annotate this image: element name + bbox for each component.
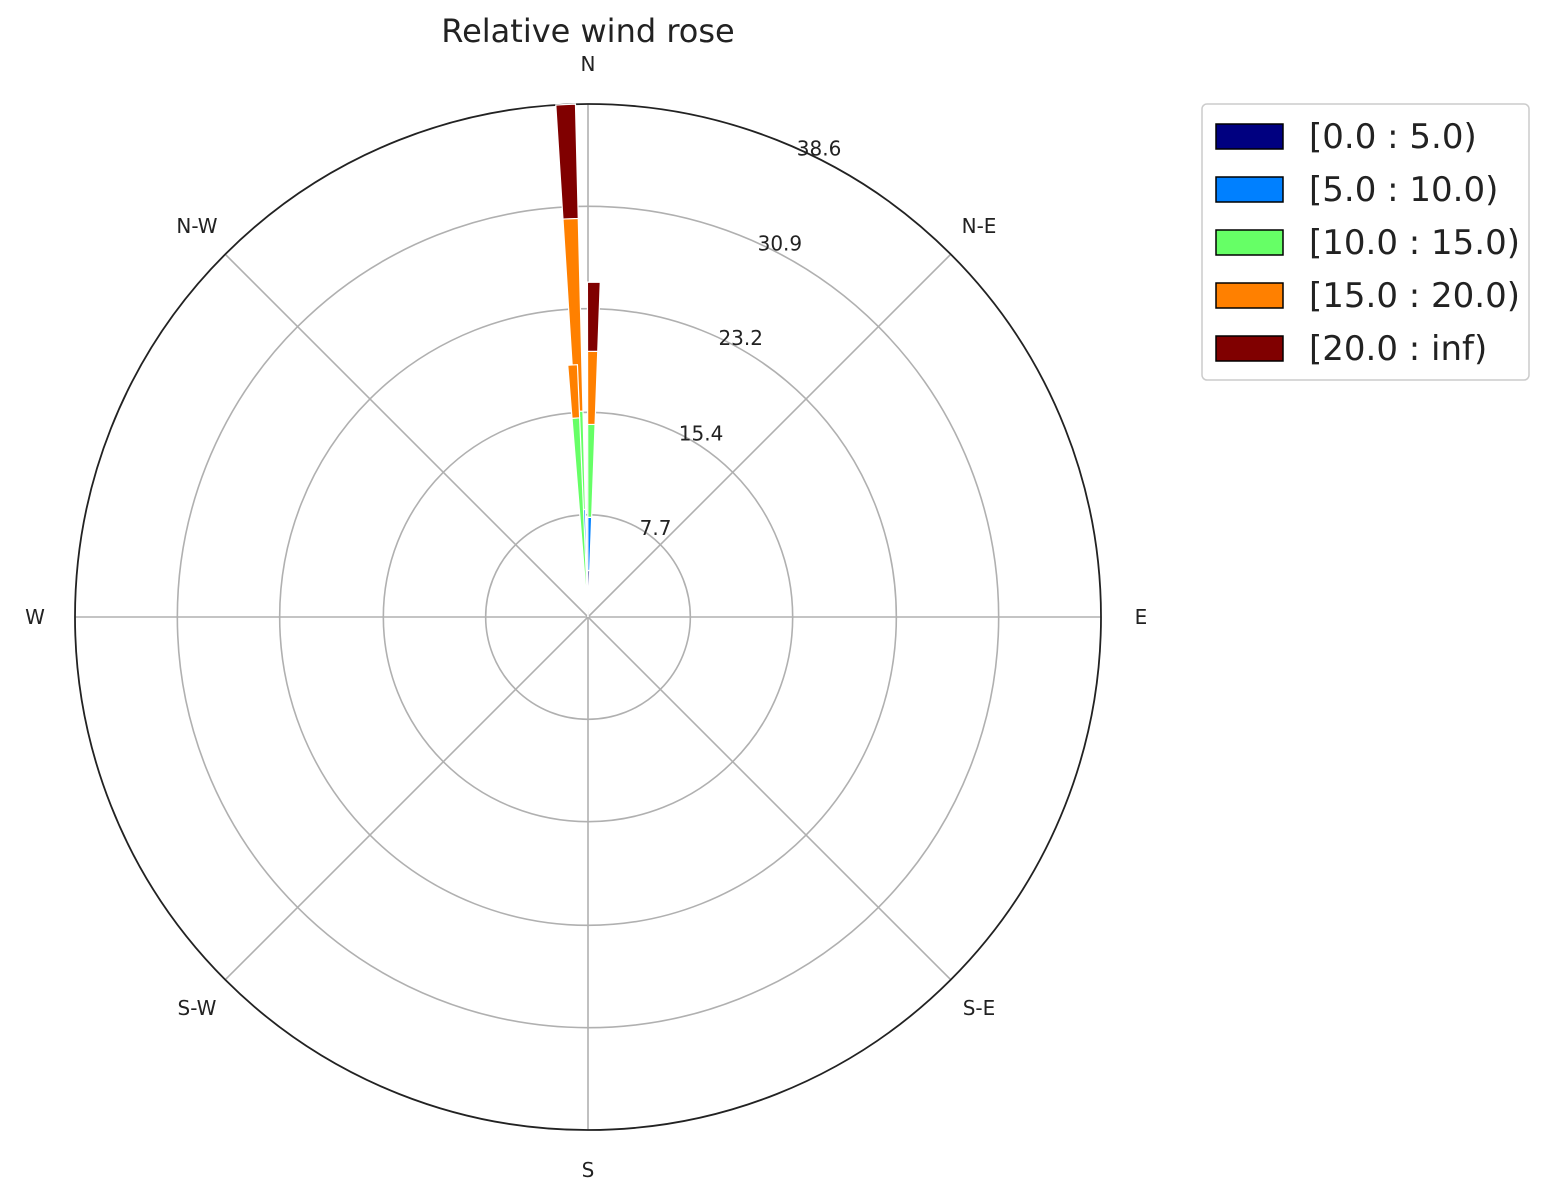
direction-label: E <box>1135 605 1148 629</box>
wind-bar-segment <box>587 423 596 519</box>
legend-swatch <box>1215 176 1284 203</box>
wind-bar-segment <box>586 609 589 618</box>
ring-gridline <box>176 205 1000 1029</box>
wind-bar-segment <box>587 516 593 572</box>
legend-label: [20.0 : inf) <box>1309 329 1487 369</box>
wind-bars <box>555 103 601 618</box>
wind-bar-segment <box>586 350 599 426</box>
legend-label: [10.0 : 15.0) <box>1309 223 1520 263</box>
radial-gridline <box>587 253 952 618</box>
direction-label: S-E <box>963 996 996 1020</box>
radial-tick-label: 15.4 <box>679 422 724 446</box>
radial-gridline <box>224 616 589 981</box>
legend-swatch <box>1215 335 1284 362</box>
legend-label: [0.0 : 5.0) <box>1309 117 1477 157</box>
direction-label: N-E <box>962 214 997 238</box>
legend-swatch <box>1215 229 1284 256</box>
axis-labels: E N-E N N-W W S-W S S-E 7.7 15.4 23.2 30.9 38.6 <box>25 52 1147 1178</box>
direction-label: N-W <box>176 214 217 238</box>
legend-label: [15.0 : 20.0) <box>1309 276 1520 316</box>
direction-label: S <box>582 1158 595 1178</box>
direction-label: S-W <box>178 996 217 1020</box>
radial-tick-label: 30.9 <box>758 231 803 255</box>
radial-tick-label: 23.2 <box>718 326 763 350</box>
legend-box <box>1201 103 1530 381</box>
radial-gridline <box>224 253 589 618</box>
legend: [0.0 : 5.0) [5.0 : 10.0) [10.0 : 15.0) [15.… <box>1201 103 1530 381</box>
legend-swatch <box>1215 282 1284 309</box>
polar-frame <box>74 103 1102 1131</box>
legend-label: [5.0 : 10.0) <box>1309 170 1498 210</box>
radial-tick-label: 7.7 <box>640 516 672 540</box>
direction-label: W <box>25 605 45 629</box>
wind-bar-segment <box>567 364 581 419</box>
radial-tick-label: 38.6 <box>797 137 842 161</box>
wind-bar-segment <box>586 281 601 352</box>
chart-title: Relative wind rose <box>441 12 734 50</box>
legend-swatch <box>1215 123 1284 150</box>
wind-bar-segment <box>555 103 579 220</box>
direction-label: N <box>581 52 596 76</box>
radial-gridline <box>587 616 952 981</box>
